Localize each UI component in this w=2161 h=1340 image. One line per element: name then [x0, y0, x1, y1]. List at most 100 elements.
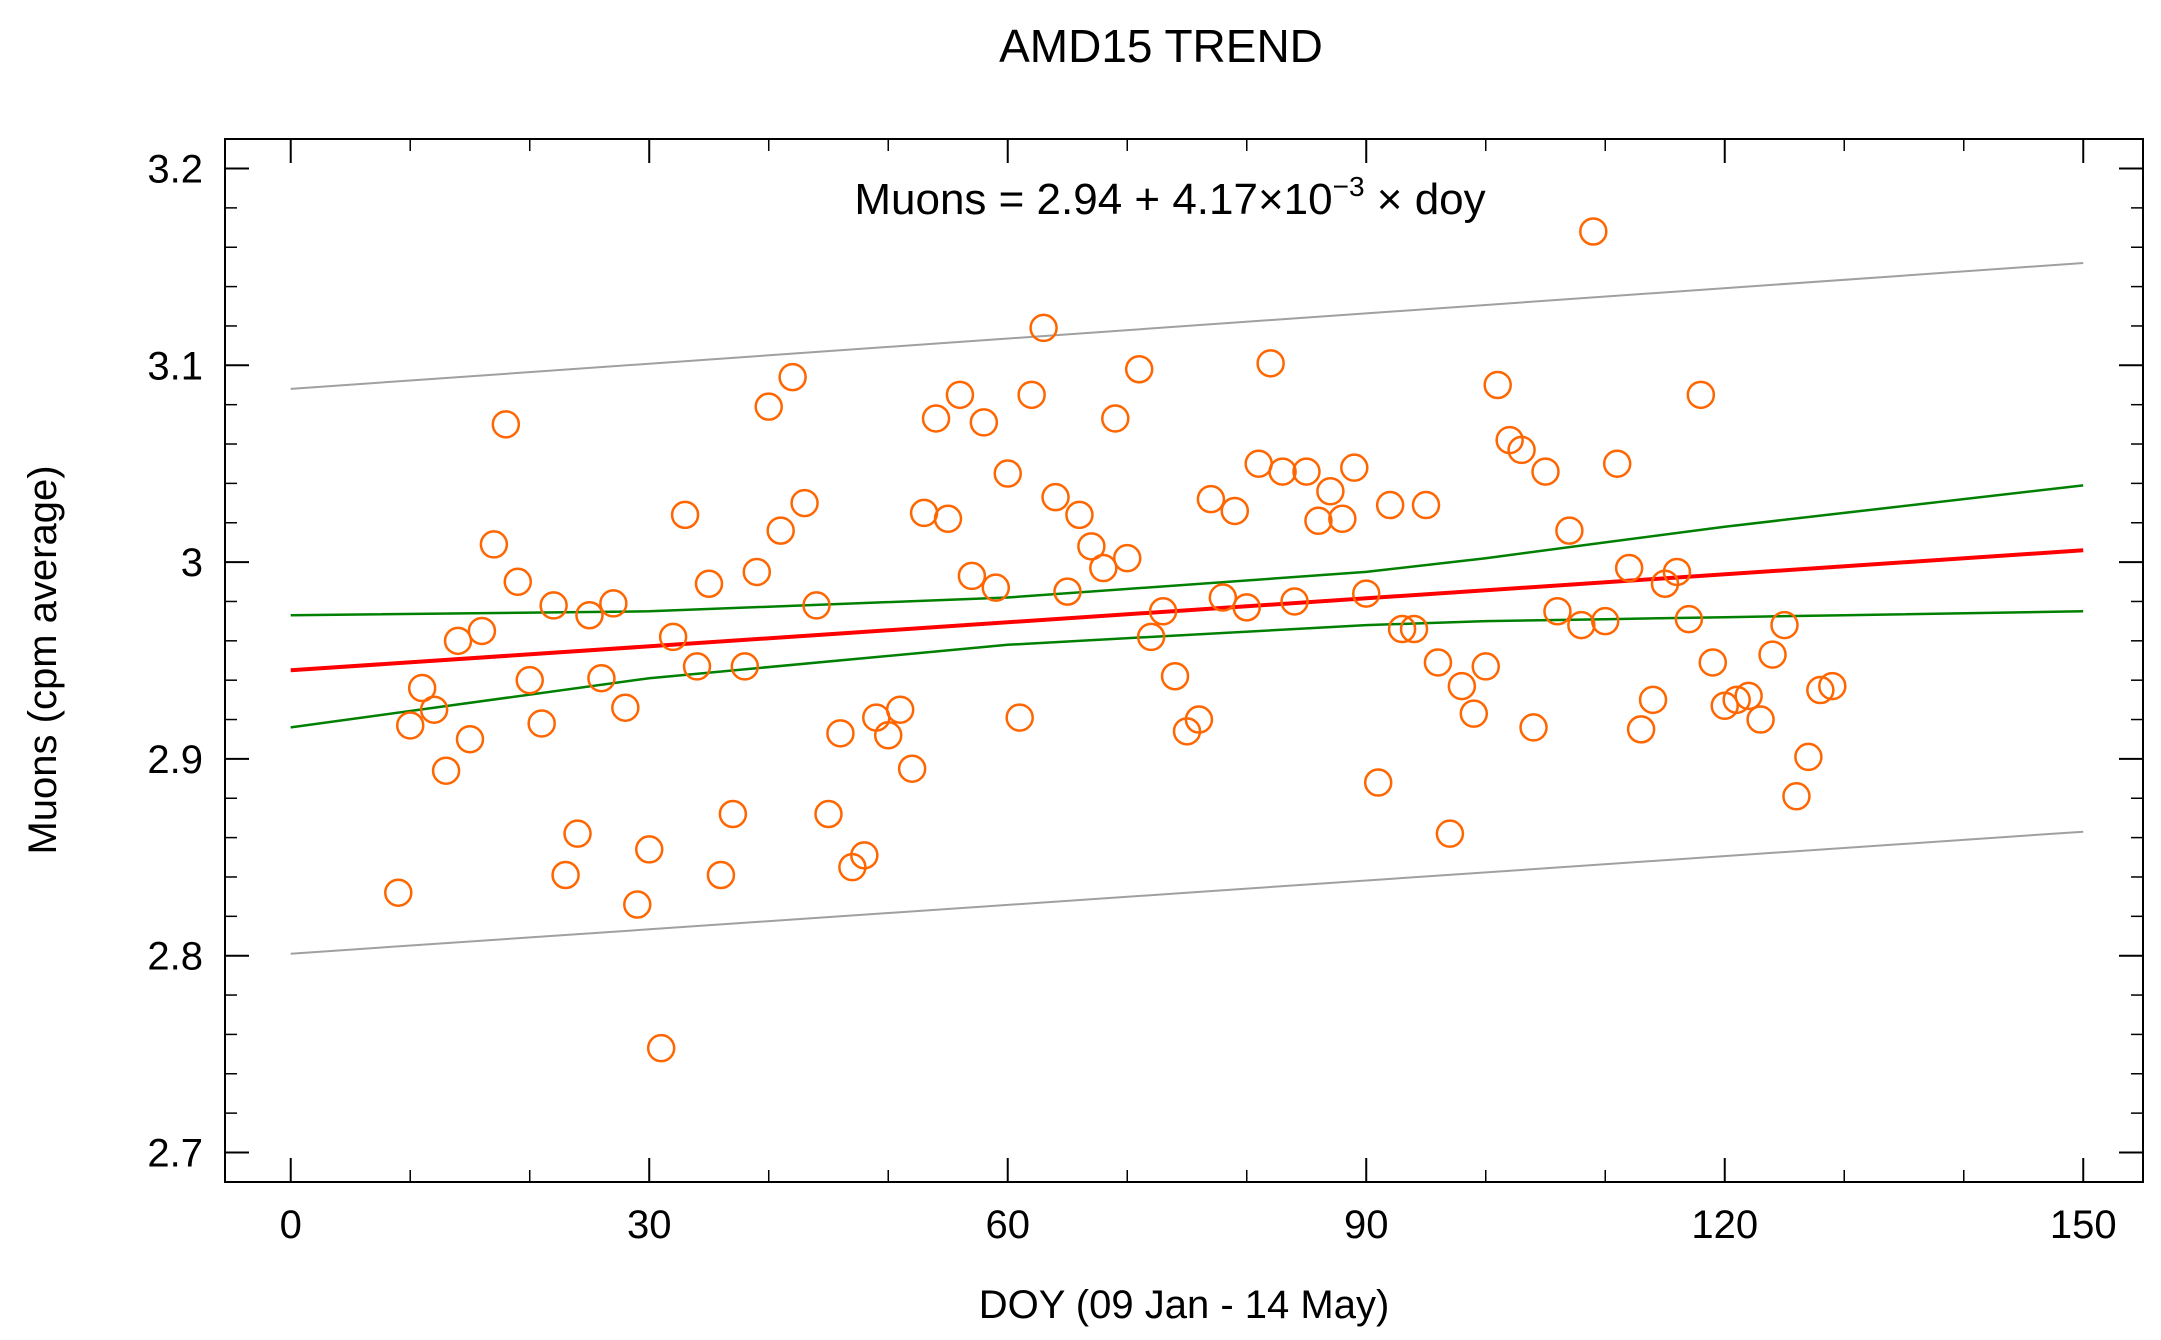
data-point: [897, 754, 927, 783]
fit-equation: Muons = 2.94 + 4.17×10−3 × doy: [854, 171, 1485, 224]
data-point: [885, 695, 915, 724]
data-point: [850, 841, 879, 870]
data-point: [1316, 477, 1345, 506]
data-point: [1124, 354, 1154, 384]
fit-lines: [290, 262, 2084, 955]
data-point: [455, 724, 485, 754]
equation-suffix: × doy: [1365, 175, 1486, 224]
plot-frame: [224, 138, 2144, 1183]
data-point: [1184, 705, 1214, 734]
data-point: [718, 799, 748, 829]
data-point: [599, 589, 628, 618]
data-point: [1256, 349, 1285, 378]
y-tick-label: 3: [181, 541, 203, 585]
data-point: [1483, 370, 1512, 400]
data-point: [933, 504, 963, 534]
data-point: [742, 557, 772, 587]
data-point: [1447, 671, 1477, 701]
data-point: [1089, 553, 1118, 583]
data-point: [1017, 380, 1046, 410]
data-point: [1148, 597, 1178, 626]
data-point: [1626, 715, 1656, 744]
data-point: [1220, 496, 1250, 526]
y-tick-labels: 2.7 2.8 2.9 3 3.1 3.2: [147, 148, 203, 1176]
data-point: [431, 756, 461, 785]
data-point: [730, 652, 760, 681]
data-point: [1029, 313, 1058, 343]
data-point: [1782, 782, 1811, 811]
data-point: [551, 860, 580, 890]
data-point: [1387, 614, 1417, 644]
data-point: [1531, 457, 1560, 486]
data-point: [1041, 482, 1070, 512]
data-point: [790, 488, 819, 518]
x-tick-label: 30: [627, 1203, 672, 1247]
data-point: [443, 626, 473, 656]
data-point: [802, 591, 831, 620]
data-point: [969, 408, 999, 437]
equation-exponent: −3: [1333, 171, 1365, 202]
data-point: [1280, 587, 1309, 616]
x-tick-label: 120: [1691, 1203, 1758, 1247]
data-point: [1662, 557, 1692, 587]
data-point: [1686, 380, 1716, 410]
data-point: [634, 835, 664, 864]
confidence-upper-line: [290, 484, 2084, 617]
y-axis-label: Muons (cpm average): [21, 465, 65, 854]
data-point: [1101, 404, 1130, 433]
y-tick-label: 3.1: [147, 344, 203, 388]
data-point: [1674, 604, 1704, 634]
data-point: [945, 380, 975, 410]
data-point: [1375, 490, 1405, 520]
x-tick-label: 60: [985, 1203, 1030, 1247]
data-point: [1734, 681, 1763, 711]
data-point: [1340, 453, 1369, 482]
data-point: [1614, 553, 1644, 583]
data-point: [1698, 648, 1728, 677]
data-point: [587, 663, 616, 693]
data-point: [407, 673, 437, 703]
data-point: [1746, 705, 1775, 734]
data-point: [1065, 500, 1094, 530]
data-point: [1459, 699, 1489, 728]
data-point: [1435, 819, 1465, 848]
data-point: [479, 530, 509, 559]
data-point: [921, 404, 951, 433]
regression-line: [290, 548, 2084, 673]
data-point: [993, 459, 1022, 488]
data-point: [706, 860, 736, 890]
data-point: [1590, 606, 1620, 636]
chart-title: AMD15 TREND: [999, 20, 1323, 72]
data-point: [1351, 579, 1381, 608]
data-point: [1292, 457, 1321, 486]
data-point: [694, 569, 724, 599]
data-point: [1304, 506, 1333, 536]
data-point: [575, 600, 604, 630]
data-point: [1794, 742, 1823, 772]
data-point: [1555, 516, 1584, 545]
confidence-lower-line: [290, 610, 2084, 729]
data-point: [981, 573, 1011, 602]
prediction-upper-line: [290, 262, 2084, 390]
data-point: [623, 890, 652, 919]
axis-ticks: [225, 139, 2143, 1182]
data-point: [1268, 457, 1297, 486]
data-point: [539, 591, 568, 620]
data-point: [682, 652, 712, 681]
data-point: [658, 622, 688, 652]
y-tick-label: 2.9: [147, 738, 203, 782]
data-point: [563, 819, 592, 848]
prediction-lower-line: [290, 830, 2084, 955]
data-point: [957, 561, 987, 591]
data-point: [1602, 449, 1632, 478]
y-tick-label: 3.2: [147, 148, 203, 192]
data-point: [1399, 614, 1429, 644]
data-point: [1208, 583, 1238, 612]
data-point: [527, 709, 556, 738]
y-tick-label: 2.7: [147, 1131, 203, 1175]
data-point: [1471, 652, 1500, 681]
data-point: [611, 693, 640, 722]
data-point: [1328, 504, 1357, 534]
data-point: [1543, 597, 1572, 626]
data-point: [826, 719, 855, 748]
